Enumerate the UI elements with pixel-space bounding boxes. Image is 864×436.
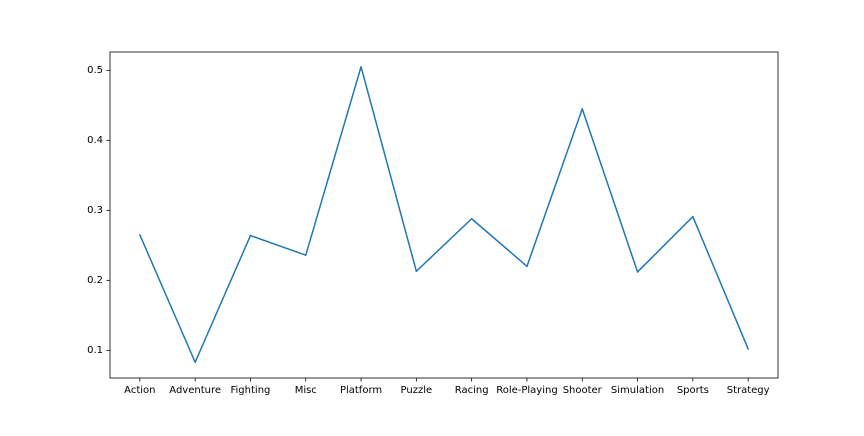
x-tick-label: Platform — [340, 385, 382, 396]
data-point-role-playing — [526, 265, 528, 268]
data-point-misc — [305, 254, 307, 256]
x-tick-label: Action — [124, 385, 155, 396]
data-point-action — [139, 234, 141, 236]
x-tick-label: Misc — [295, 385, 317, 396]
data-point-adventure — [194, 361, 196, 363]
x-tick-label: Puzzle — [401, 385, 433, 396]
data-point-platform — [360, 66, 362, 68]
y-tick-label: 0.1 — [87, 345, 103, 356]
y-tick-label: 0.5 — [87, 65, 103, 76]
series-layer — [139, 66, 749, 363]
plot-area — [109, 51, 779, 379]
x-tick-label: Strategy — [727, 385, 770, 396]
data-point-fighting — [249, 234, 252, 237]
data-point-sports — [692, 215, 694, 218]
x-tick-label: Fighting — [231, 385, 271, 396]
y-tick-label: 0.3 — [87, 205, 103, 216]
data-point-simulation — [636, 271, 639, 273]
y-tick-label: 0.4 — [87, 135, 103, 146]
x-tick-label: Sports — [677, 385, 709, 396]
x-tick-label: Adventure — [169, 385, 221, 396]
y-tick-label: 0.2 — [87, 275, 103, 286]
x-tick-label: Shooter — [563, 385, 603, 396]
data-point-puzzle — [415, 270, 418, 272]
x-tick-label: Simulation — [611, 385, 664, 396]
x-axis: Action Adventure Fighting Misc Platform Puzzl… — [124, 378, 770, 396]
data-point-racing — [470, 217, 473, 220]
data-point-shooter — [581, 108, 583, 110]
data-point-strategy — [747, 348, 749, 350]
series-line — [139, 66, 749, 363]
x-tick-label: Role-Playing — [496, 385, 557, 396]
y-axis: 0.1 0.2 0.3 0.4 0.5 — [87, 65, 110, 356]
x-tick-label: Racing — [455, 385, 489, 396]
